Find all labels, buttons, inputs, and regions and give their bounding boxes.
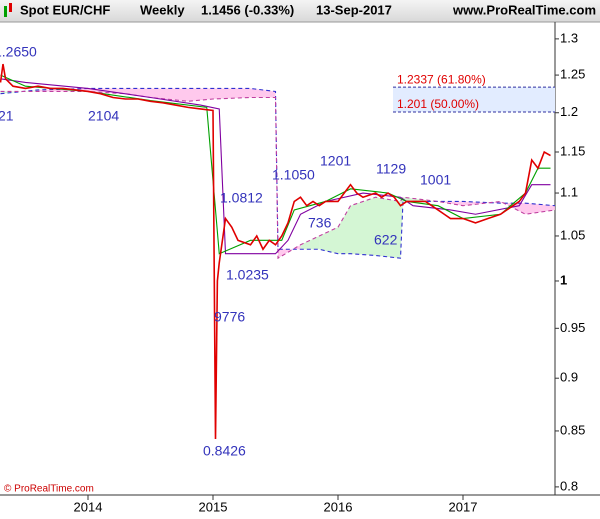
annotation: 1.2650 [0,44,37,60]
cloud [350,197,376,256]
y-tick-label: 0.9 [560,370,578,385]
series-line [0,63,551,440]
icon [9,3,12,12]
series-line [0,90,556,260]
annotation: 622 [374,232,398,248]
x-tick-label: 2017 [449,499,478,514]
fib-label: 1.201 (50.00%) [397,97,479,111]
y-tick-label: 0.8 [560,478,578,493]
fib-zone [393,87,555,112]
y-tick-label: 0.95 [560,320,585,335]
y-tick-label: 1.3 [560,30,578,45]
annotation: 1.0812 [220,190,263,206]
cloud [125,88,151,98]
x-tick-label: 2014 [74,499,103,514]
cloud [150,88,188,102]
annotation: 21 [0,108,14,124]
cloud [213,88,251,100]
icon [4,6,7,17]
cloud [300,235,320,250]
y-tick-label: 1.2 [560,104,578,119]
x-tick-label: 2015 [199,499,228,514]
series-line [0,78,551,255]
cloud [338,205,351,254]
cloud [525,203,555,215]
annotation: 9776 [214,309,245,325]
cloud [319,227,338,254]
y-tick-label: 1 [560,272,567,287]
header-bar [0,0,600,22]
annotation: 1.0235 [226,267,269,283]
y-tick-label: 0.85 [560,422,585,437]
annotation: 1001 [420,172,451,188]
date: 13-Sep-2017 [316,2,392,17]
y-tick-label: 1.05 [560,227,585,242]
source: www.ProRealTime.com [452,2,596,17]
fib-label: 1.2337 (61.80%) [397,72,486,86]
series-line [0,87,556,259]
annotation: 1.1050 [272,167,315,183]
cloud [188,88,213,102]
cloud [278,244,301,259]
last-price: 1.1456 (-0.33%) [201,2,294,17]
cloud [375,197,401,259]
annotation: 2104 [88,108,119,124]
annotation: 736 [308,215,332,231]
y-tick-label: 1.25 [560,67,585,82]
annotation: 1201 [320,153,351,169]
period: Weekly [140,2,185,17]
chart-title: Spot EUR/CHF [20,2,110,17]
footer: © ProRealTime.com [4,484,94,495]
x-tick-label: 2016 [324,499,353,514]
y-tick-label: 1.15 [560,143,585,158]
y-tick-label: 1.1 [560,184,578,199]
annotation: 0.8426 [203,443,246,459]
annotation: 1129 [376,161,406,177]
